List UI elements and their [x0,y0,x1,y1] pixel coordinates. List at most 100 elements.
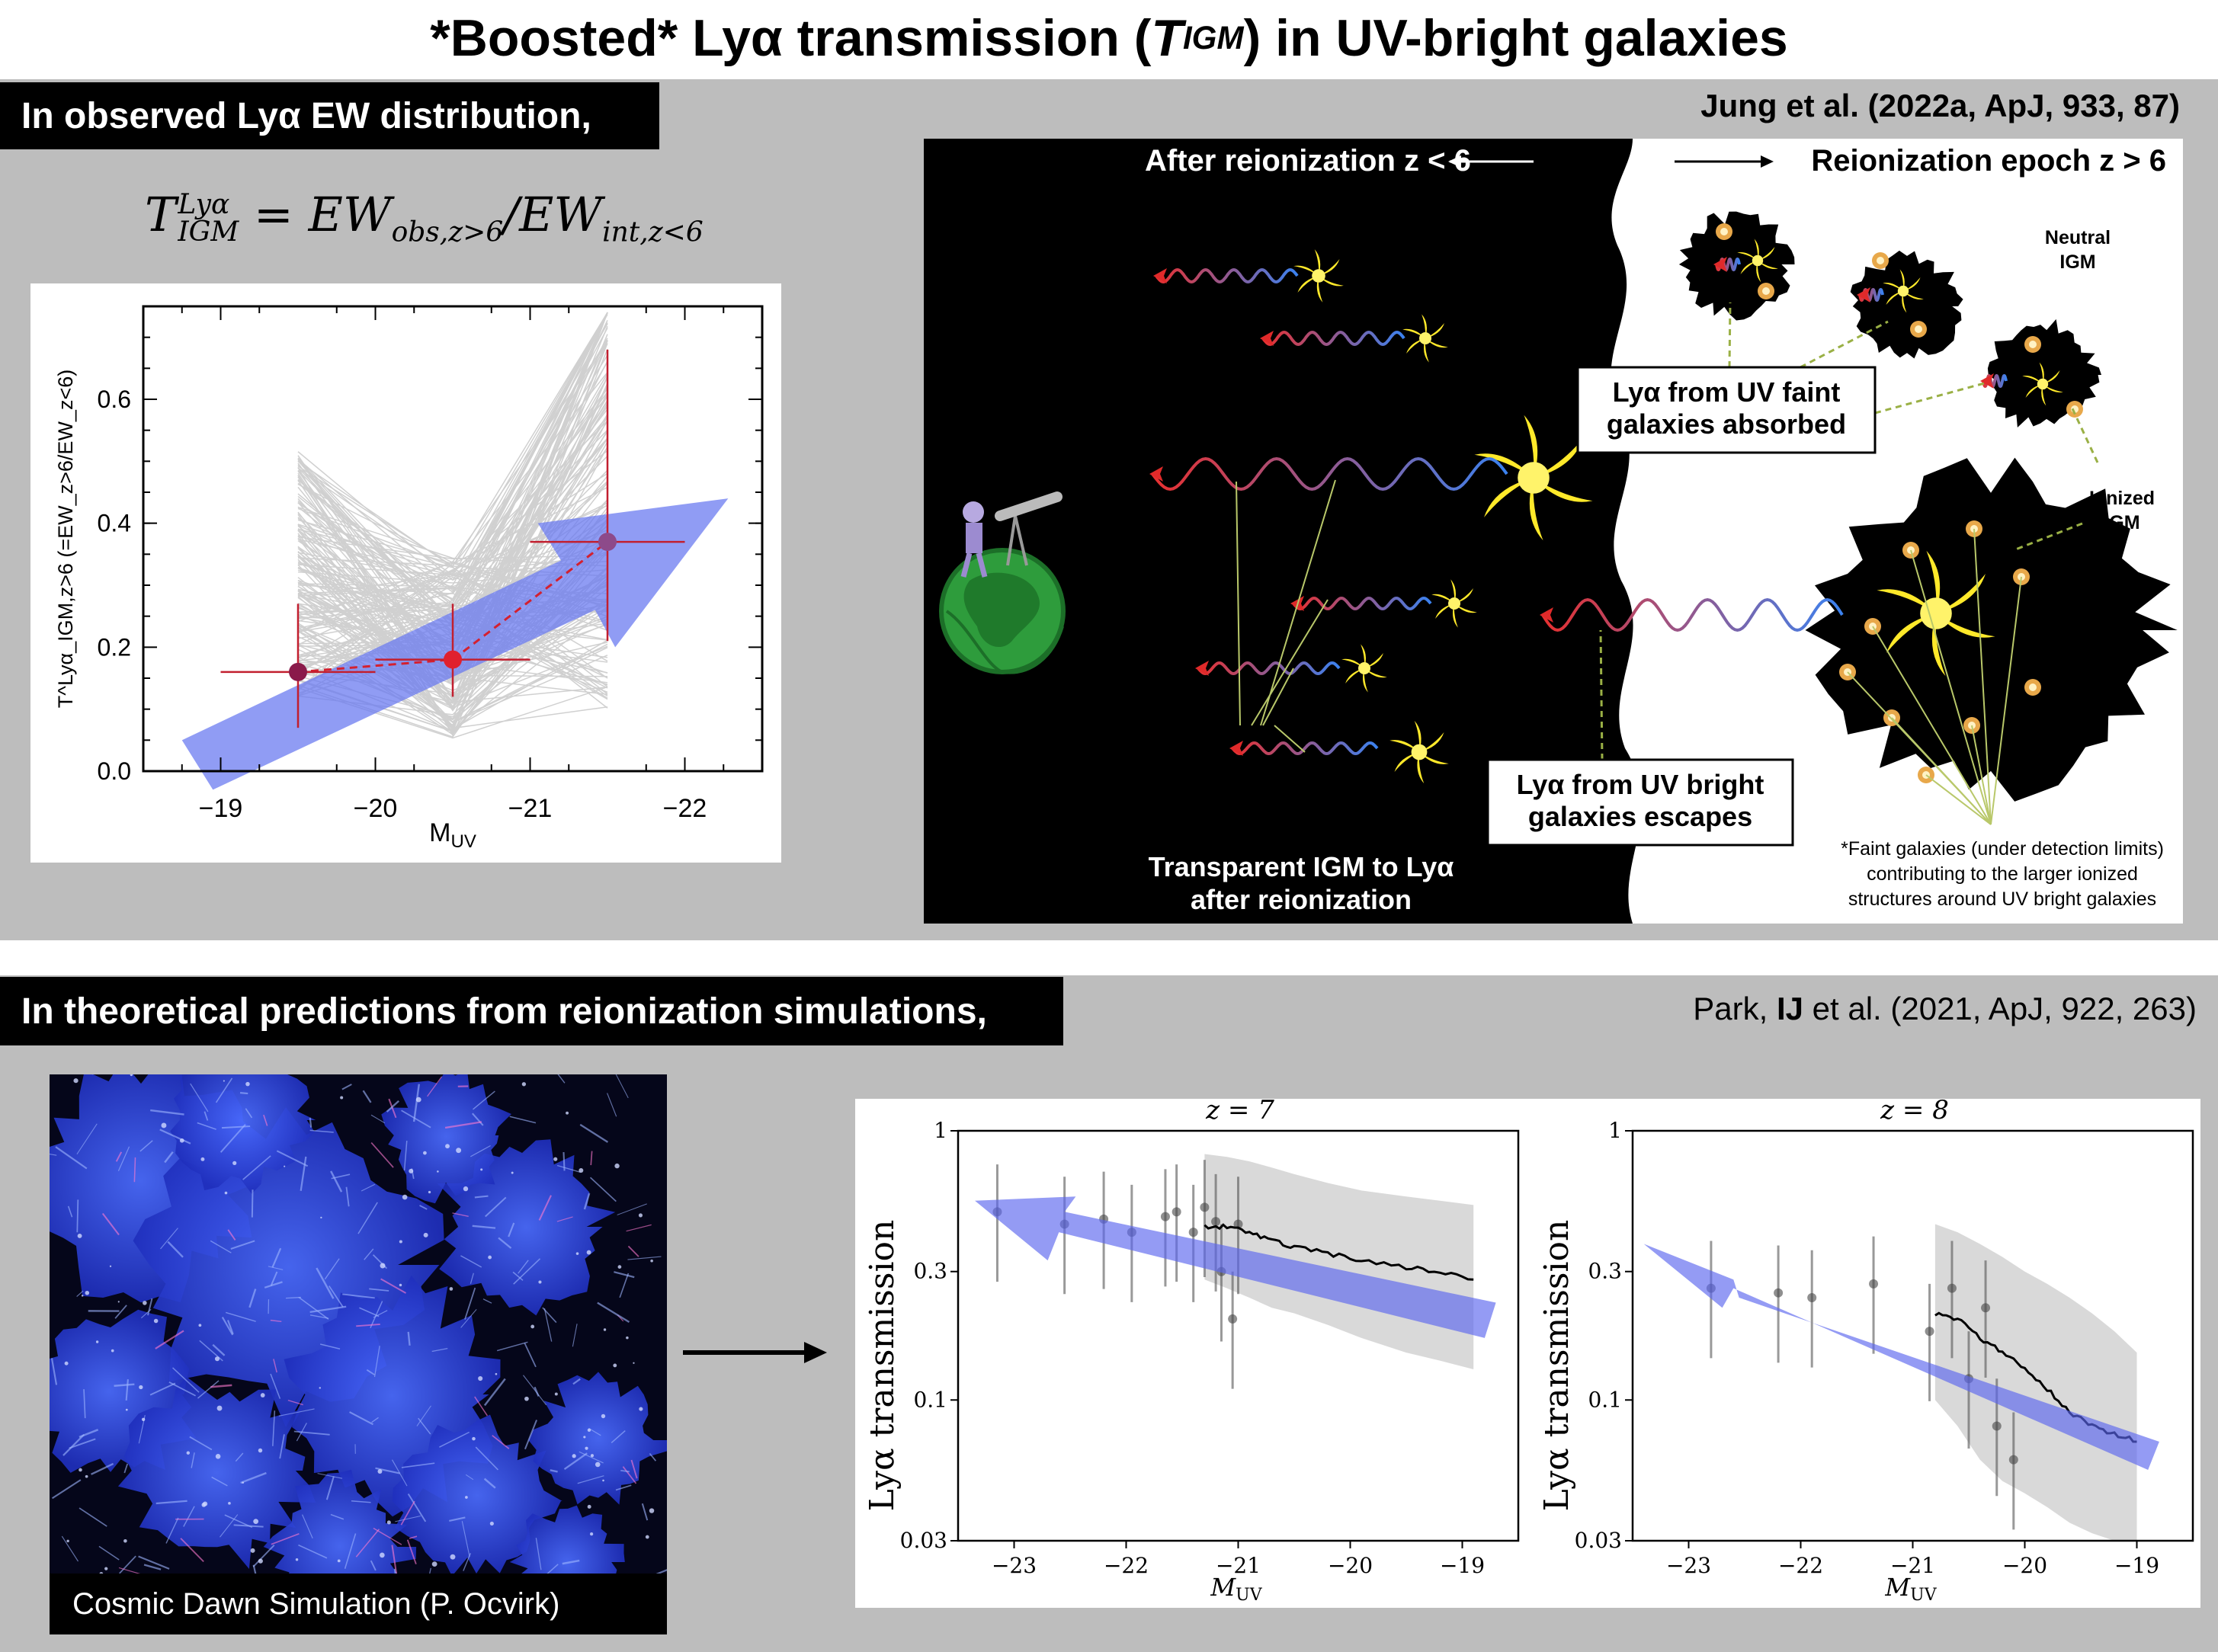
filament [245,1108,253,1119]
filament [324,1258,340,1280]
transparent-line2: after reionization [1191,884,1412,915]
star-dot [489,1521,494,1526]
wave-arrowhead [1857,287,1870,303]
faint-galaxy-core [1762,287,1770,295]
filament [210,1384,232,1388]
filament [373,1527,402,1545]
filament [114,1383,135,1387]
filament [272,1410,276,1446]
transparent-igm-label: Transparent IGM to Lyα after reionization [1149,851,1454,915]
earth-icon [939,548,1066,674]
star-dot [319,1387,322,1389]
filament [475,1446,499,1471]
galaxy-core [1897,285,1909,297]
filament [190,1083,209,1113]
ionized-region [381,1074,511,1204]
star-dot [463,1186,469,1192]
filament [197,1380,220,1399]
faint-galaxies-note: *Faint galaxies (under detection limits)… [1841,838,2164,910]
star-dot [437,1170,439,1173]
filament [583,1193,591,1210]
filament [143,1564,162,1570]
lya-wave [1195,661,1341,676]
filament [356,1323,380,1327]
neutral-igm-label: Neutral IGM [2045,227,2111,273]
filament [298,1296,329,1320]
wave-arrowhead [1195,661,1209,676]
obs-point [2008,1455,2018,1465]
filament [401,1109,431,1129]
faint-note-line3: structures around UV bright galaxies [1848,888,2156,910]
star-dot [511,1171,514,1174]
plot-z8-title: z = 8 [1880,1099,1949,1125]
galaxy-arm [1341,658,1364,668]
filament [270,1271,278,1286]
galaxy-arm [1319,276,1344,287]
faint-note-line [1891,717,1992,825]
star-dot [572,1454,576,1458]
x-tick-label: −22 [1778,1553,1823,1578]
plot-z8-xlabel: MUV [1884,1573,1937,1605]
filament [461,1521,470,1558]
plot-z7-xlabel-sub: UV [1236,1586,1263,1605]
filament [61,1535,79,1562]
filament [119,1555,136,1574]
obs-point [1774,1288,1784,1298]
filament [316,1267,335,1299]
posterior-line [297,536,608,560]
filament [474,1396,489,1417]
filament [607,1093,617,1117]
star-dot [380,1552,385,1558]
filament [270,1319,282,1323]
filament [460,1255,482,1268]
faint-dashed-line [1874,381,1988,415]
filament [242,1155,271,1180]
posterior-line [297,372,608,567]
star-dot [450,1554,456,1560]
bright-box-line1: Lyα from UV bright [1517,769,1764,800]
eq-t: T [145,187,177,242]
plot-z8-ylabel: Lyα transmission [1537,1220,1576,1512]
x-tick-label: −23 [1666,1553,1711,1578]
star-dot [380,1263,386,1269]
filament [403,1141,408,1171]
obs-point [1160,1212,1170,1221]
faint-galaxy-icon [2024,679,2041,696]
faint-galaxy-icon [2024,336,2041,353]
posterior-line [297,429,608,591]
star-dot [590,1454,595,1458]
star-dot [554,1392,558,1396]
filament [293,1430,330,1436]
filament [349,1411,373,1426]
filament [215,1077,233,1103]
filament [627,1245,639,1257]
star-dot [95,1340,99,1343]
posterior-line [297,528,608,679]
star-dot [224,1191,228,1195]
posterior-line [297,312,608,710]
faint-galaxy-icon [2066,401,2083,418]
posterior-line [297,389,608,581]
star-dot [449,1287,454,1291]
filament [55,1146,88,1170]
galaxy-arm [1534,478,1593,502]
star-dot [415,1097,421,1103]
filament [496,1341,528,1352]
x-tick-label: −20 [2002,1553,2047,1578]
star-dot [284,1165,286,1167]
x-tick-label: −21 [508,794,553,823]
astronomer-icon [960,491,1063,578]
obs-point [1981,1303,1991,1313]
filament [464,1287,476,1320]
filament [538,1195,552,1221]
filament [439,1431,470,1448]
obs-point [1188,1228,1198,1237]
citation-bold: IJ [1776,991,1803,1026]
filament [271,1532,300,1545]
filament [388,1098,397,1119]
filament [395,1516,421,1522]
faint-note-line [1971,725,1992,825]
filament [271,1247,282,1268]
star-dot [340,1096,344,1100]
filament [351,1500,371,1503]
